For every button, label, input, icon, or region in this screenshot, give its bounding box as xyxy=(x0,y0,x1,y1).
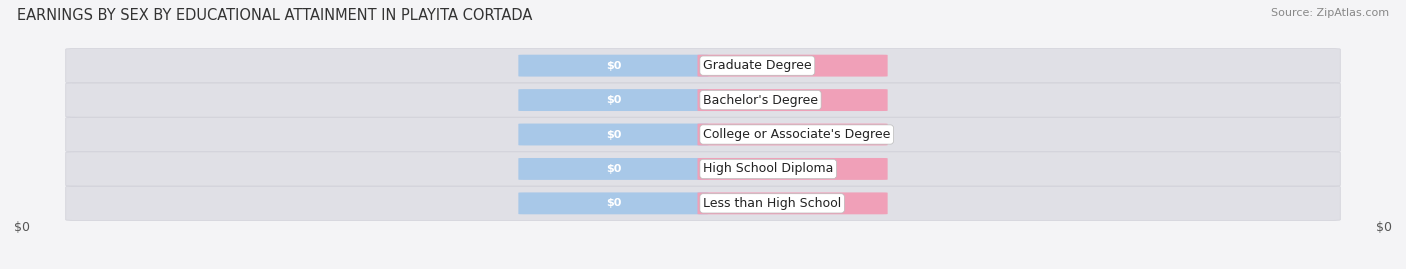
FancyBboxPatch shape xyxy=(519,158,709,180)
Text: Source: ZipAtlas.com: Source: ZipAtlas.com xyxy=(1271,8,1389,18)
Text: $0: $0 xyxy=(606,129,621,140)
FancyBboxPatch shape xyxy=(66,83,1340,117)
Text: College or Associate's Degree: College or Associate's Degree xyxy=(703,128,890,141)
FancyBboxPatch shape xyxy=(697,89,887,111)
Text: $0: $0 xyxy=(14,221,30,233)
Text: EARNINGS BY SEX BY EDUCATIONAL ATTAINMENT IN PLAYITA CORTADA: EARNINGS BY SEX BY EDUCATIONAL ATTAINMEN… xyxy=(17,8,533,23)
Text: Less than High School: Less than High School xyxy=(703,197,841,210)
FancyBboxPatch shape xyxy=(519,123,709,146)
Text: $0: $0 xyxy=(606,198,621,208)
Text: $0: $0 xyxy=(785,164,800,174)
Text: $0: $0 xyxy=(1376,221,1392,233)
Text: $0: $0 xyxy=(785,198,800,208)
FancyBboxPatch shape xyxy=(66,152,1340,186)
Text: Bachelor's Degree: Bachelor's Degree xyxy=(703,94,818,107)
FancyBboxPatch shape xyxy=(519,55,709,77)
Text: Graduate Degree: Graduate Degree xyxy=(703,59,811,72)
Text: $0: $0 xyxy=(785,129,800,140)
FancyBboxPatch shape xyxy=(697,123,887,146)
Text: $0: $0 xyxy=(606,164,621,174)
Text: $0: $0 xyxy=(785,61,800,71)
Text: $0: $0 xyxy=(606,95,621,105)
FancyBboxPatch shape xyxy=(697,192,887,214)
FancyBboxPatch shape xyxy=(697,55,887,77)
Text: $0: $0 xyxy=(785,95,800,105)
Text: $0: $0 xyxy=(606,61,621,71)
FancyBboxPatch shape xyxy=(697,158,887,180)
FancyBboxPatch shape xyxy=(66,49,1340,83)
Text: High School Diploma: High School Diploma xyxy=(703,162,834,175)
FancyBboxPatch shape xyxy=(519,89,709,111)
FancyBboxPatch shape xyxy=(519,192,709,214)
FancyBboxPatch shape xyxy=(66,118,1340,151)
FancyBboxPatch shape xyxy=(66,186,1340,220)
